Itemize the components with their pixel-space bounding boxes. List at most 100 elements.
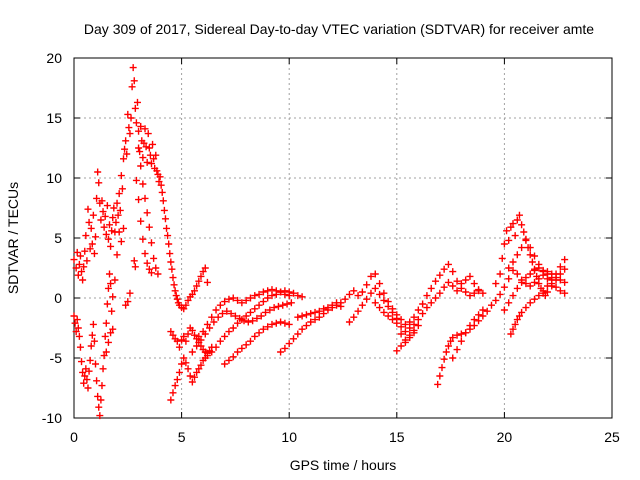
data-point: [227, 310, 235, 318]
data-point: [96, 412, 104, 420]
data-point: [285, 340, 293, 348]
y-tick-label: -10: [42, 410, 62, 426]
data-point: [90, 337, 98, 345]
data-point: [94, 392, 102, 400]
x-tick-label: 10: [281, 429, 297, 445]
data-point: [470, 280, 478, 288]
data-point: [535, 280, 543, 288]
data-point: [475, 286, 483, 294]
data-point: [285, 292, 293, 300]
data-point: [221, 298, 229, 306]
data-point: [184, 365, 192, 373]
data-point: [444, 260, 452, 268]
data-point: [561, 265, 569, 273]
data-point: [86, 245, 94, 253]
data-point: [88, 240, 96, 248]
data-point: [518, 308, 526, 316]
data-point: [115, 228, 123, 236]
data-point: [507, 223, 515, 231]
data-point: [95, 403, 103, 411]
x-tick-label: 0: [70, 429, 78, 445]
data-point: [109, 325, 117, 333]
data-point: [70, 256, 78, 264]
data-point: [81, 372, 89, 380]
data-point: [113, 199, 121, 207]
data-point: [561, 278, 569, 286]
data-point: [483, 307, 491, 315]
data-point: [99, 208, 107, 216]
data-point: [561, 256, 569, 264]
data-point: [367, 289, 375, 297]
data-point: [106, 221, 114, 229]
data-point: [522, 236, 530, 244]
data-point: [117, 172, 125, 180]
data-point: [195, 277, 203, 285]
data-point: [264, 287, 272, 295]
data-point: [427, 284, 435, 292]
data-point: [358, 301, 366, 309]
data-point: [371, 270, 379, 278]
data-point: [125, 124, 133, 132]
data-point: [438, 364, 446, 372]
data-point: [80, 379, 88, 387]
data-point: [84, 205, 92, 213]
data-point: [108, 307, 116, 315]
data-point: [147, 239, 155, 247]
data-point: [210, 318, 218, 326]
data-point: [363, 281, 371, 289]
data-point: [234, 348, 242, 356]
data-point: [475, 311, 483, 319]
data-point: [526, 270, 534, 278]
data-point: [337, 299, 345, 307]
x-tick-label: 15: [389, 429, 405, 445]
data-point: [78, 358, 86, 366]
data-point: [444, 278, 452, 286]
data-point: [155, 178, 163, 186]
data-point: [457, 330, 465, 338]
data-point: [440, 265, 448, 273]
data-point: [246, 308, 254, 316]
data-point: [376, 280, 384, 288]
data-point: [251, 332, 259, 340]
data-point: [111, 276, 119, 284]
data-point: [103, 202, 111, 210]
data-point: [401, 320, 409, 328]
data-point: [432, 294, 440, 302]
data-point: [122, 137, 130, 145]
data-point: [225, 295, 233, 303]
data-point: [121, 145, 129, 153]
y-tick-label: 15: [46, 110, 62, 126]
data-point: [249, 317, 257, 325]
data-point: [287, 299, 295, 307]
data-point: [492, 296, 500, 304]
data-point: [397, 342, 405, 350]
data-point: [82, 232, 90, 240]
data-point: [341, 295, 349, 303]
data-point: [526, 299, 534, 307]
data-point: [147, 160, 155, 168]
data-point: [89, 320, 97, 328]
data-point: [191, 331, 199, 339]
data-point: [206, 324, 214, 332]
data-point: [75, 260, 83, 268]
data-point: [188, 348, 196, 356]
data-point: [513, 251, 521, 259]
data-point: [188, 326, 196, 334]
data-point: [531, 278, 539, 286]
data-point: [315, 313, 323, 321]
data-point: [140, 139, 148, 147]
data-point: [371, 299, 379, 307]
data-point: [470, 316, 478, 324]
data-point: [345, 290, 353, 298]
data-point: [127, 114, 135, 122]
data-point: [457, 337, 465, 345]
data-point: [531, 252, 539, 260]
data-point: [440, 355, 448, 363]
data-point: [152, 151, 160, 159]
data-point: [393, 319, 401, 327]
data-point: [285, 320, 293, 328]
data-point: [167, 328, 175, 336]
data-point: [492, 280, 500, 288]
data-point: [152, 264, 160, 272]
axis-ticks: 0 5 10 15 20 25 -10 -5 0 5 10 15 20: [42, 50, 620, 445]
